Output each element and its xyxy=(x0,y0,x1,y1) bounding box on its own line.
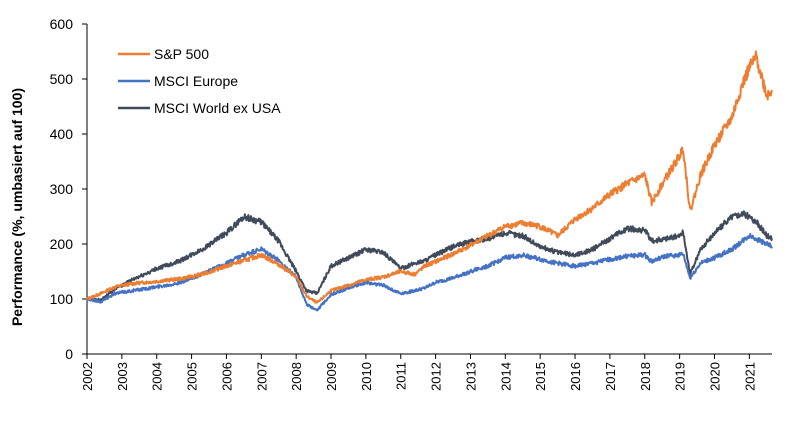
x-tick-label: 2019 xyxy=(673,362,688,391)
series-line-msci-europe xyxy=(86,232,773,312)
y-tick-label: 200 xyxy=(50,236,74,252)
series-lines xyxy=(86,50,773,312)
x-tick-label: 2013 xyxy=(463,362,478,391)
x-tick-label: 2004 xyxy=(150,362,165,391)
x-tick-label: 2016 xyxy=(568,362,583,391)
legend-label: MSCI Europe xyxy=(154,73,238,89)
legend-label: S&P 500 xyxy=(154,46,209,62)
x-tick-label: 2005 xyxy=(185,362,200,391)
x-tick-label: 2017 xyxy=(603,362,618,391)
y-tick-label: 500 xyxy=(50,71,74,87)
x-tick-label: 2020 xyxy=(707,362,722,391)
y-axis-title: Performance (%, umbasiert auf 100) xyxy=(9,88,25,326)
x-tick-label: 2018 xyxy=(638,362,653,391)
x-tick-label: 2012 xyxy=(429,362,444,391)
axes: 0 100 200 300 400 500 600 2002 2003 2004 2005 2006 2… xyxy=(50,16,772,391)
legend-label: MSCI World ex USA xyxy=(154,100,281,116)
y-tick-label: 400 xyxy=(50,126,74,142)
y-tick-label: 100 xyxy=(50,291,74,307)
x-tick-label: 2008 xyxy=(289,362,304,391)
x-tick-label: 2006 xyxy=(219,362,234,391)
series-line-s-p-500 xyxy=(86,50,773,304)
series-line-msci-world-ex-usa xyxy=(86,210,773,302)
y-tick-label: 600 xyxy=(50,16,74,32)
x-tick-label: 2015 xyxy=(533,362,548,391)
x-tick-label: 2003 xyxy=(115,362,130,391)
x-tick-label: 2010 xyxy=(359,362,374,391)
x-tick-label: 2021 xyxy=(742,362,757,391)
x-tick-label: 2007 xyxy=(254,362,269,391)
y-tick-label: 0 xyxy=(65,346,73,362)
x-tick-label: 2002 xyxy=(80,362,95,391)
x-tick-label: 2011 xyxy=(394,362,409,390)
x-tick-label: 2009 xyxy=(324,362,339,391)
legend: S&P 500 MSCI Europe MSCI World ex USA xyxy=(118,46,281,116)
x-tick-label: 2014 xyxy=(498,362,513,391)
y-tick-label: 300 xyxy=(50,181,74,197)
